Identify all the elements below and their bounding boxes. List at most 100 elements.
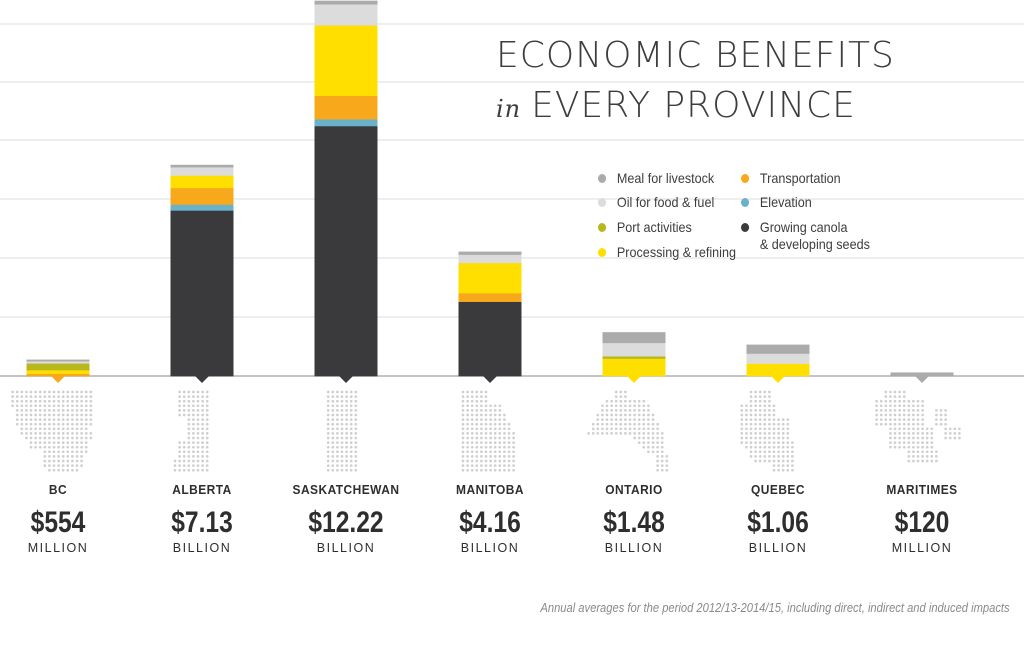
map-dot [754, 450, 757, 454]
map-dot [345, 422, 348, 426]
map-dot [52, 390, 56, 394]
map-dot [660, 455, 664, 458]
province-label-saskatchewan: SASKATCHEWAN $12.22 BILLION [276, 482, 416, 555]
map-dot [758, 404, 762, 408]
map-dot [754, 427, 757, 431]
map-dot [89, 422, 93, 426]
map-dot [80, 464, 83, 467]
map-dot [196, 445, 200, 449]
map-dot [75, 464, 79, 467]
map-dot [57, 436, 60, 440]
map-dot [484, 409, 488, 412]
map-dot [601, 418, 604, 421]
map-dot [470, 445, 474, 449]
map-dot [758, 399, 762, 403]
map-dot [80, 450, 83, 454]
map-dot [354, 395, 358, 398]
map-dot [11, 404, 14, 408]
map-dot [619, 427, 623, 431]
map-dot [489, 445, 492, 449]
map-dot [192, 418, 195, 421]
map-dot [326, 422, 330, 426]
map-dot [745, 445, 748, 449]
bar-segment-elevation [314, 119, 378, 127]
map-dot [80, 418, 83, 421]
map-dot [781, 468, 785, 472]
map-dot [354, 399, 358, 403]
bar-segment-processing-refining [170, 175, 234, 189]
map-dot [596, 413, 600, 417]
map-dot [20, 390, 24, 394]
map-dot [772, 422, 776, 426]
map-dot [331, 404, 335, 408]
map-dot [349, 445, 353, 449]
map-dot [740, 427, 744, 431]
map-dot [25, 422, 28, 426]
map-dot [326, 404, 330, 408]
map-dot [61, 464, 65, 467]
map-dot [201, 445, 204, 449]
map-dot [930, 459, 934, 463]
map-dot [20, 432, 24, 435]
province-name: SASKATCHEWAN [292, 482, 400, 497]
province-value: $12.22 [308, 506, 384, 539]
map-dot [512, 468, 515, 472]
map-dot [475, 418, 479, 421]
map-dot [610, 404, 613, 408]
map-dot [354, 409, 358, 412]
map-dot [29, 395, 33, 398]
province-unit: BILLION [748, 541, 808, 555]
map-dot [624, 413, 627, 417]
map-dot [71, 399, 74, 403]
map-dot [768, 445, 771, 449]
map-dot [624, 427, 627, 431]
map-dot [336, 427, 339, 431]
map-dot [182, 404, 186, 408]
map-dot [57, 422, 60, 426]
map-dot [349, 404, 353, 408]
map-dot [29, 404, 33, 408]
map-dot [754, 413, 757, 417]
map-dot [503, 455, 506, 458]
map-dot [349, 395, 353, 398]
map-dot [192, 427, 195, 431]
map-dot [66, 418, 70, 421]
map-dot [80, 404, 83, 408]
map-dot [489, 427, 492, 431]
map-dot [340, 413, 344, 417]
map-dot [651, 427, 655, 431]
map-dot [25, 390, 28, 394]
map-dot [893, 432, 897, 435]
map-dot [768, 436, 771, 440]
map-dot [493, 450, 497, 454]
map-dot [768, 427, 771, 431]
map-dot [912, 432, 915, 435]
map-dot [48, 422, 51, 426]
map-dot [34, 399, 37, 403]
map-dot [489, 422, 492, 426]
bar-pointer [627, 376, 641, 383]
map-dot [480, 404, 483, 408]
map-dot [925, 455, 929, 458]
map-dot [921, 422, 924, 426]
map-dot [331, 464, 335, 467]
map-dot [38, 395, 42, 398]
map-dot [354, 441, 358, 444]
map-dot [912, 450, 915, 454]
map-dot [642, 432, 646, 435]
map-dot [349, 459, 353, 463]
map-dot [907, 404, 911, 408]
map-dot [512, 459, 515, 463]
map-dot [925, 445, 929, 449]
bar-segment-growing-canola-developing-seeds [314, 125, 378, 377]
map-dot [633, 413, 636, 417]
map-dot [326, 395, 330, 398]
map-dot [786, 450, 790, 454]
map-dot [66, 455, 70, 458]
map-dot [340, 459, 344, 463]
map-dot [912, 404, 915, 408]
map-dot [196, 399, 200, 403]
map-dot [605, 422, 609, 426]
map-dot [624, 422, 627, 426]
map-dot [503, 445, 506, 449]
